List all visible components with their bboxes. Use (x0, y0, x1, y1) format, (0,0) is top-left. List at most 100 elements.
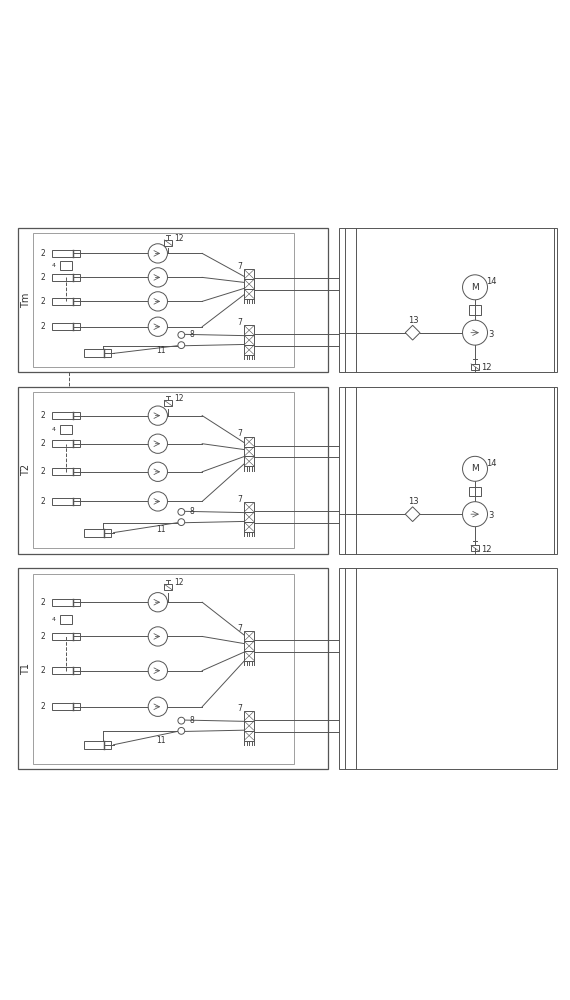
Bar (32, 574, 294, 764)
Text: 7: 7 (237, 262, 242, 271)
Text: 13: 13 (409, 497, 419, 506)
Text: 2: 2 (40, 666, 46, 675)
Bar (244, 502, 254, 512)
Polygon shape (405, 325, 420, 340)
Bar (244, 345, 254, 355)
Bar (60, 261, 72, 270)
Bar (471, 545, 479, 551)
Bar (84, 349, 111, 357)
Text: 8: 8 (189, 330, 194, 339)
Bar (52, 667, 80, 674)
Text: 7: 7 (237, 318, 242, 327)
Text: 2: 2 (40, 467, 46, 476)
Circle shape (148, 434, 168, 453)
Bar (52, 468, 80, 475)
Circle shape (178, 509, 185, 515)
Text: 14: 14 (486, 277, 496, 286)
Text: 12: 12 (481, 363, 491, 372)
Circle shape (178, 342, 185, 349)
Bar (18, 387, 328, 554)
Text: 12: 12 (174, 234, 183, 243)
Text: 2: 2 (40, 411, 46, 420)
Bar (244, 269, 254, 279)
Bar (244, 335, 254, 345)
Circle shape (178, 519, 185, 526)
Text: 2: 2 (40, 249, 46, 258)
Bar (52, 633, 80, 640)
Text: 11: 11 (156, 525, 165, 534)
Bar (244, 711, 254, 721)
Text: 2: 2 (40, 702, 46, 711)
Bar (339, 387, 557, 554)
Circle shape (148, 462, 168, 481)
Bar (244, 456, 254, 466)
Bar (244, 279, 254, 289)
Circle shape (148, 697, 168, 716)
Bar (164, 584, 172, 590)
Bar (18, 228, 328, 372)
Text: 2: 2 (40, 439, 46, 448)
Bar (52, 250, 80, 257)
Text: 11: 11 (156, 736, 165, 745)
Text: 7: 7 (237, 495, 242, 504)
Text: 12: 12 (174, 578, 183, 587)
Bar (52, 298, 80, 305)
Circle shape (148, 292, 168, 311)
Text: T2: T2 (21, 464, 31, 476)
Bar (244, 721, 254, 731)
Bar (339, 228, 557, 372)
Circle shape (148, 317, 168, 336)
Bar (471, 364, 479, 370)
Text: 8: 8 (189, 716, 194, 725)
Bar (52, 412, 80, 419)
Text: 2: 2 (40, 598, 46, 607)
Bar (244, 731, 254, 741)
Circle shape (148, 406, 168, 425)
Bar (84, 529, 111, 537)
Polygon shape (405, 507, 420, 522)
Text: 4: 4 (52, 617, 56, 622)
Text: 7: 7 (237, 429, 242, 438)
Bar (164, 240, 172, 246)
Circle shape (462, 456, 487, 481)
Text: 13: 13 (409, 316, 419, 325)
Bar (244, 641, 254, 651)
Text: 11: 11 (156, 346, 165, 355)
Text: 4: 4 (52, 263, 56, 268)
Circle shape (148, 492, 168, 511)
Circle shape (148, 627, 168, 646)
Bar (60, 425, 72, 434)
Bar (244, 522, 254, 532)
Text: 7: 7 (237, 704, 242, 713)
Circle shape (178, 727, 185, 734)
Bar (52, 703, 80, 710)
Bar (469, 487, 481, 496)
Bar (32, 392, 294, 548)
Bar (244, 437, 254, 447)
Bar (52, 323, 80, 330)
Circle shape (462, 502, 487, 527)
Bar (52, 498, 80, 505)
Circle shape (178, 332, 185, 338)
Text: 14: 14 (486, 459, 496, 468)
Text: 2: 2 (40, 297, 46, 306)
Text: 3: 3 (488, 511, 494, 520)
Bar (18, 568, 328, 769)
Bar (84, 741, 111, 749)
Text: 12: 12 (174, 394, 183, 403)
Text: 3: 3 (488, 330, 494, 339)
Text: 7: 7 (237, 624, 242, 633)
Text: M: M (471, 464, 479, 473)
Bar (164, 400, 172, 406)
Bar (339, 568, 557, 769)
Text: M: M (471, 283, 479, 292)
Text: 4: 4 (52, 427, 56, 432)
Bar (469, 305, 481, 315)
Text: 2: 2 (40, 497, 46, 506)
Text: 12: 12 (481, 545, 491, 554)
Bar (244, 325, 254, 335)
Text: 8: 8 (189, 507, 194, 516)
Bar (244, 289, 254, 299)
Bar (52, 440, 80, 447)
Bar (32, 233, 294, 367)
